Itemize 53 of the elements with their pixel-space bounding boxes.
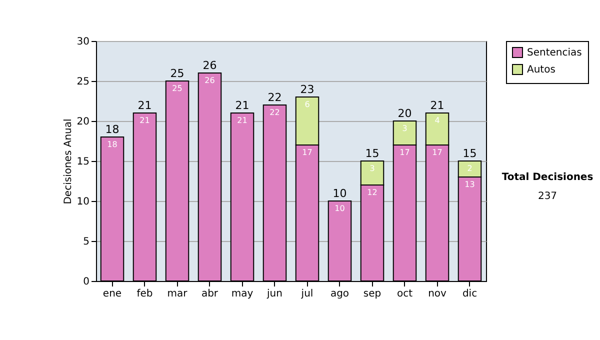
x-tick-label: may: [231, 288, 254, 300]
data-label: 17: [400, 148, 410, 157]
legend-label: Sentencias: [527, 48, 582, 58]
data-label: 3: [402, 124, 408, 133]
x-tick-label: jul: [300, 288, 314, 300]
total-label: 20: [398, 107, 412, 120]
x-tick-label: oct: [396, 288, 413, 300]
y-tick-label: 0: [83, 276, 90, 288]
total-label: 15: [365, 147, 380, 160]
data-label: 4: [434, 116, 440, 125]
total-label: 23: [300, 83, 314, 96]
legend-label: Autos: [527, 64, 556, 76]
x-tick-label: ago: [330, 288, 350, 300]
data-label: 26: [204, 76, 215, 85]
x-tick-label: dic: [462, 288, 478, 300]
total-label: 18: [105, 123, 120, 136]
x-tick-label: sep: [363, 288, 382, 300]
data-label: 6: [304, 100, 310, 109]
data-label: 17: [432, 148, 442, 157]
total-label: 21: [138, 99, 152, 112]
data-label: 13: [464, 180, 475, 189]
y-tick-label: 30: [76, 36, 90, 48]
data-label: 17: [302, 148, 312, 157]
total-label: 15: [462, 147, 477, 160]
x-tick-label: mar: [167, 288, 188, 300]
y-tick-label: 10: [76, 196, 90, 208]
data-label: 3: [370, 164, 375, 173]
data-label: 22: [270, 108, 280, 117]
y-tick-label: 25: [76, 76, 90, 88]
total-label: 21: [235, 99, 250, 112]
x-tick-label: ene: [102, 288, 122, 300]
total-label: 22: [268, 91, 282, 104]
x-tick-label: jun: [266, 288, 282, 300]
data-label: 21: [140, 116, 150, 125]
text: 237: [536, 191, 558, 202]
y-tick-label: 20: [76, 116, 90, 128]
total-label: 26: [202, 59, 217, 72]
data-label: 18: [107, 140, 118, 149]
y-tick-label: 5: [83, 236, 90, 248]
data-label: 2: [467, 164, 472, 173]
y-tick-label: 15: [76, 156, 90, 168]
text: Total Decisiones: [500, 172, 594, 183]
total-label: 10: [332, 187, 347, 200]
total-label: 21: [430, 99, 444, 112]
data-label: 25: [172, 84, 182, 93]
x-tick-label: nov: [428, 288, 447, 300]
x-tick-label: feb: [136, 288, 153, 300]
y-axis-title: Decisiones Anual: [62, 118, 74, 204]
data-label: 12: [367, 188, 378, 197]
x-tick-label: abr: [201, 288, 219, 300]
data-label: 21: [237, 116, 248, 125]
total-label: 25: [170, 67, 184, 80]
data-label: 10: [334, 204, 345, 213]
